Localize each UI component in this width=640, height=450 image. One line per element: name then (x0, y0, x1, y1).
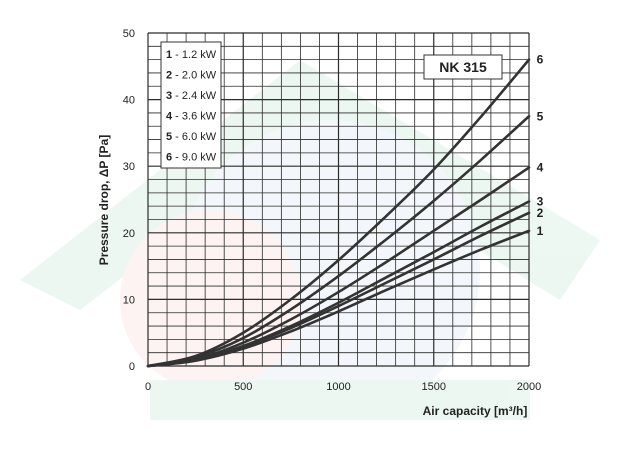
x-tick-label: 500 (234, 381, 252, 393)
series-end-label-2: 2 (537, 206, 544, 220)
legend-item-3: 3 - 2.4 kW (166, 90, 217, 102)
model-label-box (423, 54, 503, 80)
legend-item-2: 2 - 2.0 kW (166, 70, 217, 82)
y-tick-label: 50 (123, 28, 135, 40)
x-axis-title: Air capacity [m³/h] (423, 404, 528, 418)
legend-box (160, 41, 222, 169)
series-end-label-6: 6 (537, 53, 544, 67)
series-end-label-4: 4 (537, 161, 544, 175)
series-line-4 (146, 166, 531, 368)
legend-item-4: 4 - 3.6 kW (166, 111, 217, 123)
x-tick-label: 1000 (326, 381, 350, 393)
x-tick-label: 2000 (517, 381, 541, 393)
series-line-5 (146, 114, 531, 368)
y-tick-label: 0 (129, 361, 135, 373)
model-label-text: NK 315 (439, 59, 487, 75)
series-end-label-3: 3 (537, 194, 544, 208)
legend-item-5: 5 - 6.0 kW (166, 131, 217, 143)
legend-item-6: 6 - 9.0 kW (166, 152, 217, 164)
model-label: NK 315 (423, 54, 503, 80)
x-tick-label: 1500 (422, 381, 446, 393)
series-end-label-5: 5 (537, 109, 544, 123)
series-line-6 (146, 58, 531, 368)
y-tick-label: 30 (123, 161, 135, 173)
y-tick-label: 20 (123, 228, 135, 240)
legend-item-1: 1 - 1.2 kW (166, 49, 217, 61)
x-tick-label: 0 (145, 381, 151, 393)
axis-ticks: 0 500 1000 1500 2000 0 10 20 30 40 50 (123, 28, 541, 393)
y-tick-label: 40 (123, 95, 135, 107)
series-lines (146, 58, 531, 368)
legend-items: 1 - 1.2 kW 2 - 2.0 kW 3 - 2.4 kW 4 - 3.6 kW… (166, 49, 217, 164)
legend: 1 - 1.2 kW 2 - 2.0 kW 3 - 2.4 kW 4 - 3.6 kW… (160, 41, 222, 169)
y-tick-label: 10 (123, 294, 135, 306)
series-end-label-1: 1 (537, 224, 544, 238)
y-axis-title: Pressure drop, ΔP [Pa] (97, 135, 111, 265)
